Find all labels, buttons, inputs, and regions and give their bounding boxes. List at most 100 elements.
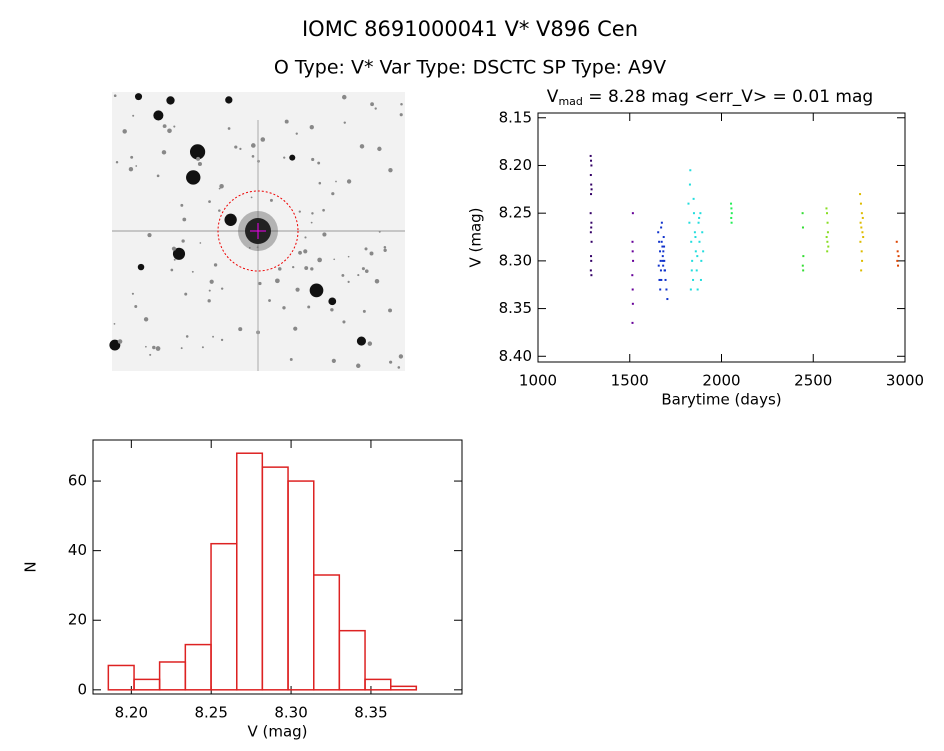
histogram-bar xyxy=(390,685,418,691)
x-tick-label: 8.35 xyxy=(354,704,387,722)
histogram-bar xyxy=(261,466,289,691)
star xyxy=(357,274,360,277)
data-point xyxy=(694,250,697,253)
data-point xyxy=(826,250,829,253)
x-tick-label: 3000 xyxy=(886,372,924,390)
data-point xyxy=(659,259,662,262)
y-tick-label: 0 xyxy=(77,680,87,698)
star xyxy=(197,161,202,167)
star xyxy=(311,212,314,215)
star xyxy=(347,280,350,283)
data-point xyxy=(860,250,863,253)
star xyxy=(304,266,309,270)
star xyxy=(207,299,211,303)
plot-frame xyxy=(92,439,463,695)
star xyxy=(134,93,143,101)
data-point xyxy=(631,288,634,291)
data-point xyxy=(801,226,804,229)
star xyxy=(220,338,224,342)
star xyxy=(342,94,347,100)
star xyxy=(122,129,127,134)
star xyxy=(307,305,311,309)
y-tick-label: 8.35 xyxy=(499,299,532,317)
star xyxy=(389,360,393,364)
star xyxy=(295,287,300,292)
star xyxy=(356,336,366,346)
data-point xyxy=(589,154,592,157)
star xyxy=(199,242,202,244)
star xyxy=(362,309,366,313)
data-point xyxy=(663,259,666,262)
histogram-bar xyxy=(107,664,135,691)
star xyxy=(317,161,321,165)
data-point xyxy=(660,240,663,243)
data-point xyxy=(825,236,828,239)
y-tick-label: 8.25 xyxy=(499,204,532,222)
star xyxy=(155,346,161,351)
star xyxy=(238,327,243,332)
data-point xyxy=(859,202,862,205)
plot-title: Vmad = 8.28 mag <err_V> = 0.01 mag xyxy=(547,87,873,108)
star xyxy=(388,308,393,313)
star xyxy=(377,146,382,152)
data-point xyxy=(801,212,804,215)
data-point xyxy=(689,288,692,291)
data-point xyxy=(590,159,593,162)
data-point xyxy=(802,269,805,272)
y-tick-label: 40 xyxy=(68,541,87,559)
star xyxy=(166,96,175,105)
star xyxy=(152,345,156,350)
star xyxy=(399,113,403,117)
star xyxy=(191,270,194,273)
star xyxy=(361,267,365,271)
star xyxy=(356,363,361,368)
data-point xyxy=(692,278,695,281)
data-point xyxy=(825,207,828,210)
data-point xyxy=(590,221,593,224)
star xyxy=(173,125,176,128)
x-tick-label: 2500 xyxy=(794,372,832,390)
data-point xyxy=(860,226,863,229)
data-point xyxy=(730,202,733,205)
star xyxy=(293,326,298,331)
data-point xyxy=(659,288,662,291)
data-point xyxy=(861,216,864,219)
aperture xyxy=(217,190,299,272)
star xyxy=(156,174,160,178)
star xyxy=(292,265,295,269)
data-point xyxy=(662,264,665,267)
star xyxy=(370,102,374,107)
data-point xyxy=(590,240,593,243)
star xyxy=(201,346,204,349)
star xyxy=(189,144,206,160)
data-point xyxy=(689,169,692,172)
star xyxy=(400,103,403,106)
star xyxy=(113,322,116,325)
data-point xyxy=(666,298,669,301)
y-tick-label: 8.20 xyxy=(499,156,532,174)
data-point xyxy=(862,236,865,239)
star xyxy=(212,335,214,338)
data-point xyxy=(658,278,661,281)
histogram-bar xyxy=(184,643,212,691)
data-point xyxy=(631,302,634,305)
star xyxy=(227,127,231,130)
star xyxy=(328,297,337,306)
data-point xyxy=(692,197,695,200)
data-point xyxy=(730,212,733,215)
data-point xyxy=(696,288,699,291)
data-point xyxy=(702,250,705,253)
data-point xyxy=(659,250,662,253)
data-point xyxy=(665,288,668,291)
star xyxy=(318,181,322,185)
star xyxy=(278,267,282,271)
y-tick-label: 60 xyxy=(68,472,87,490)
star xyxy=(153,110,164,121)
data-point xyxy=(826,231,829,234)
star xyxy=(260,137,266,142)
data-point xyxy=(688,221,691,224)
data-point xyxy=(801,264,804,267)
star xyxy=(374,278,380,284)
data-point xyxy=(631,240,634,243)
y-tick-label: 20 xyxy=(68,611,87,629)
